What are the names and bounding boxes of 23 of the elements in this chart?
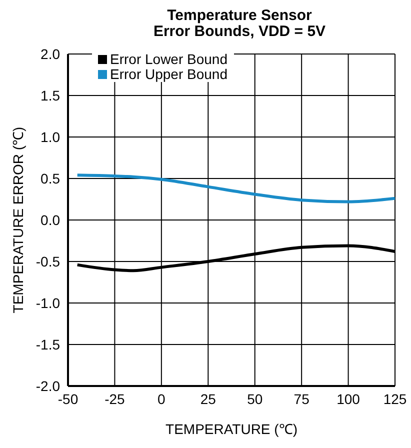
x-tick-label: -50 xyxy=(58,390,78,407)
legend-label: Error Upper Bound xyxy=(110,66,228,82)
x-tick-label: 25 xyxy=(200,390,216,407)
y-tick-label: 0.0 xyxy=(40,212,60,228)
y-tick-label: -2.0 xyxy=(36,378,60,394)
x-tick-label: 125 xyxy=(383,390,407,407)
x-tick-label: 75 xyxy=(294,390,310,407)
x-tick-label: 0 xyxy=(158,390,166,407)
x-tick-label: 50 xyxy=(247,390,263,407)
y-tick-label: 1.0 xyxy=(40,128,60,145)
legend-label: Error Lower Bound xyxy=(110,51,228,67)
y-tick-label: 0.5 xyxy=(40,170,60,186)
x-axis-title: TEMPERATURE (℃) xyxy=(166,421,298,437)
x-tick-label: -25 xyxy=(104,390,126,407)
line-series xyxy=(76,174,395,204)
y-tick-label: -0.5 xyxy=(36,253,60,270)
y-tick-label: 1.5 xyxy=(40,87,60,104)
y-tick-label: -1.0 xyxy=(36,294,60,311)
chart-title: Temperature Sensor Error Bounds, VDD = 5V xyxy=(152,7,327,42)
y-tick-label: -1.5 xyxy=(36,336,60,352)
y-axis-title: TEMPERATURE ERROR (℃) xyxy=(10,126,26,314)
x-tick-label: 100 xyxy=(336,390,360,407)
y-tick-label: 2.0 xyxy=(40,46,60,62)
